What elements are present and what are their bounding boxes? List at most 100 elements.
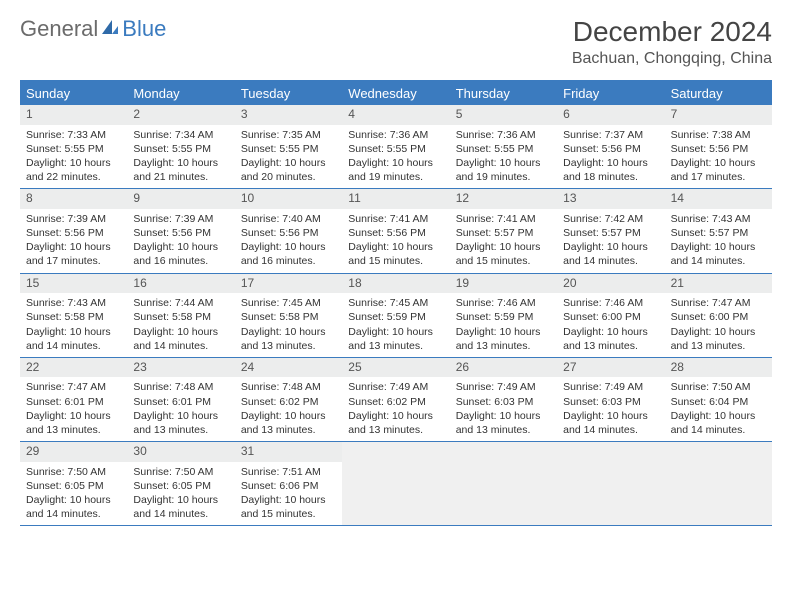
- day-body: Sunrise: 7:49 AMSunset: 6:02 PMDaylight:…: [342, 377, 449, 441]
- day-body: Sunrise: 7:39 AMSunset: 5:56 PMDaylight:…: [20, 209, 127, 273]
- sunrise-line: Sunrise: 7:47 AM: [671, 296, 766, 310]
- sunrise-line: Sunrise: 7:48 AM: [241, 380, 336, 394]
- day-body: Sunrise: 7:40 AMSunset: 5:56 PMDaylight:…: [235, 209, 342, 273]
- daylight-line: Daylight: 10 hours and 14 minutes.: [671, 409, 766, 437]
- sunrise-line: Sunrise: 7:44 AM: [133, 296, 228, 310]
- day-cell: 9Sunrise: 7:39 AMSunset: 5:56 PMDaylight…: [127, 189, 234, 272]
- sunset-line: Sunset: 5:55 PM: [241, 142, 336, 156]
- daylight-line: Daylight: 10 hours and 13 minutes.: [563, 325, 658, 353]
- day-cell: 27Sunrise: 7:49 AMSunset: 6:03 PMDayligh…: [557, 358, 664, 441]
- sunset-line: Sunset: 5:57 PM: [563, 226, 658, 240]
- sunrise-line: Sunrise: 7:42 AM: [563, 212, 658, 226]
- sunset-line: Sunset: 6:03 PM: [563, 395, 658, 409]
- sunset-line: Sunset: 5:55 PM: [133, 142, 228, 156]
- daylight-line: Daylight: 10 hours and 15 minutes.: [241, 493, 336, 521]
- day-number: 22: [20, 358, 127, 378]
- day-cell: 29Sunrise: 7:50 AMSunset: 6:05 PMDayligh…: [20, 442, 127, 525]
- sunset-line: Sunset: 5:55 PM: [26, 142, 121, 156]
- sunrise-line: Sunrise: 7:41 AM: [456, 212, 551, 226]
- day-number: 6: [557, 105, 664, 125]
- location-text: Bachuan, Chongqing, China: [572, 50, 772, 68]
- logo-text-blue: Blue: [122, 16, 166, 42]
- sunset-line: Sunset: 5:57 PM: [671, 226, 766, 240]
- day-cell: 10Sunrise: 7:40 AMSunset: 5:56 PMDayligh…: [235, 189, 342, 272]
- day-number: 12: [450, 189, 557, 209]
- day-number: 20: [557, 274, 664, 294]
- sunset-line: Sunset: 6:02 PM: [348, 395, 443, 409]
- day-number: 11: [342, 189, 449, 209]
- sunset-line: Sunset: 5:56 PM: [671, 142, 766, 156]
- sunrise-line: Sunrise: 7:36 AM: [456, 128, 551, 142]
- day-body: Sunrise: 7:47 AMSunset: 6:01 PMDaylight:…: [20, 377, 127, 441]
- day-header-cell: Friday: [557, 82, 664, 105]
- sunrise-line: Sunrise: 7:45 AM: [241, 296, 336, 310]
- day-body: Sunrise: 7:51 AMSunset: 6:06 PMDaylight:…: [235, 462, 342, 526]
- day-number: 3: [235, 105, 342, 125]
- day-cell: 13Sunrise: 7:42 AMSunset: 5:57 PMDayligh…: [557, 189, 664, 272]
- title-block: December 2024 Bachuan, Chongqing, China: [572, 16, 772, 68]
- day-header-cell: Wednesday: [342, 82, 449, 105]
- day-cell: 24Sunrise: 7:48 AMSunset: 6:02 PMDayligh…: [235, 358, 342, 441]
- day-cell: 8Sunrise: 7:39 AMSunset: 5:56 PMDaylight…: [20, 189, 127, 272]
- day-cell: 30Sunrise: 7:50 AMSunset: 6:05 PMDayligh…: [127, 442, 234, 525]
- day-cell: 11Sunrise: 7:41 AMSunset: 5:56 PMDayligh…: [342, 189, 449, 272]
- day-body: Sunrise: 7:33 AMSunset: 5:55 PMDaylight:…: [20, 125, 127, 189]
- daylight-line: Daylight: 10 hours and 13 minutes.: [133, 409, 228, 437]
- sunset-line: Sunset: 6:00 PM: [563, 310, 658, 324]
- logo: General Blue: [20, 16, 166, 42]
- day-body: Sunrise: 7:46 AMSunset: 6:00 PMDaylight:…: [557, 293, 664, 357]
- day-body: Sunrise: 7:43 AMSunset: 5:57 PMDaylight:…: [665, 209, 772, 273]
- sunrise-line: Sunrise: 7:34 AM: [133, 128, 228, 142]
- day-number: 13: [557, 189, 664, 209]
- day-body: Sunrise: 7:38 AMSunset: 5:56 PMDaylight:…: [665, 125, 772, 189]
- day-number: 29: [20, 442, 127, 462]
- day-number: 9: [127, 189, 234, 209]
- day-body: Sunrise: 7:47 AMSunset: 6:00 PMDaylight:…: [665, 293, 772, 357]
- sunset-line: Sunset: 6:05 PM: [26, 479, 121, 493]
- daylight-line: Daylight: 10 hours and 13 minutes.: [456, 409, 551, 437]
- day-body: Sunrise: 7:44 AMSunset: 5:58 PMDaylight:…: [127, 293, 234, 357]
- day-body: Sunrise: 7:41 AMSunset: 5:57 PMDaylight:…: [450, 209, 557, 273]
- empty-cell: [342, 442, 449, 525]
- day-cell: 3Sunrise: 7:35 AMSunset: 5:55 PMDaylight…: [235, 105, 342, 188]
- daylight-line: Daylight: 10 hours and 15 minutes.: [456, 240, 551, 268]
- daylight-line: Daylight: 10 hours and 14 minutes.: [26, 493, 121, 521]
- day-number: 8: [20, 189, 127, 209]
- sunset-line: Sunset: 5:56 PM: [348, 226, 443, 240]
- day-number: 19: [450, 274, 557, 294]
- sunset-line: Sunset: 5:58 PM: [26, 310, 121, 324]
- day-header-row: SundayMondayTuesdayWednesdayThursdayFrid…: [20, 82, 772, 105]
- daylight-line: Daylight: 10 hours and 13 minutes.: [241, 325, 336, 353]
- sunrise-line: Sunrise: 7:38 AM: [671, 128, 766, 142]
- day-number: 27: [557, 358, 664, 378]
- day-cell: 16Sunrise: 7:44 AMSunset: 5:58 PMDayligh…: [127, 274, 234, 357]
- daylight-line: Daylight: 10 hours and 15 minutes.: [348, 240, 443, 268]
- daylight-line: Daylight: 10 hours and 16 minutes.: [133, 240, 228, 268]
- sunrise-line: Sunrise: 7:45 AM: [348, 296, 443, 310]
- weeks-container: 1Sunrise: 7:33 AMSunset: 5:55 PMDaylight…: [20, 105, 772, 526]
- day-header-cell: Thursday: [450, 82, 557, 105]
- daylight-line: Daylight: 10 hours and 13 minutes.: [348, 325, 443, 353]
- sunset-line: Sunset: 5:55 PM: [348, 142, 443, 156]
- day-cell: 4Sunrise: 7:36 AMSunset: 5:55 PMDaylight…: [342, 105, 449, 188]
- logo-text-general: General: [20, 16, 98, 42]
- day-body: Sunrise: 7:48 AMSunset: 6:01 PMDaylight:…: [127, 377, 234, 441]
- sunset-line: Sunset: 5:58 PM: [133, 310, 228, 324]
- day-number: 2: [127, 105, 234, 125]
- day-body: Sunrise: 7:50 AMSunset: 6:04 PMDaylight:…: [665, 377, 772, 441]
- sunrise-line: Sunrise: 7:33 AM: [26, 128, 121, 142]
- day-cell: 23Sunrise: 7:48 AMSunset: 6:01 PMDayligh…: [127, 358, 234, 441]
- sunrise-line: Sunrise: 7:49 AM: [348, 380, 443, 394]
- week-row: 8Sunrise: 7:39 AMSunset: 5:56 PMDaylight…: [20, 189, 772, 273]
- sunset-line: Sunset: 5:56 PM: [133, 226, 228, 240]
- day-body: Sunrise: 7:45 AMSunset: 5:59 PMDaylight:…: [342, 293, 449, 357]
- sunset-line: Sunset: 6:04 PM: [671, 395, 766, 409]
- day-cell: 21Sunrise: 7:47 AMSunset: 6:00 PMDayligh…: [665, 274, 772, 357]
- sunset-line: Sunset: 5:59 PM: [348, 310, 443, 324]
- week-row: 1Sunrise: 7:33 AMSunset: 5:55 PMDaylight…: [20, 105, 772, 189]
- sunset-line: Sunset: 5:57 PM: [456, 226, 551, 240]
- day-cell: 20Sunrise: 7:46 AMSunset: 6:00 PMDayligh…: [557, 274, 664, 357]
- sunset-line: Sunset: 6:02 PM: [241, 395, 336, 409]
- day-cell: 15Sunrise: 7:43 AMSunset: 5:58 PMDayligh…: [20, 274, 127, 357]
- sunset-line: Sunset: 5:56 PM: [26, 226, 121, 240]
